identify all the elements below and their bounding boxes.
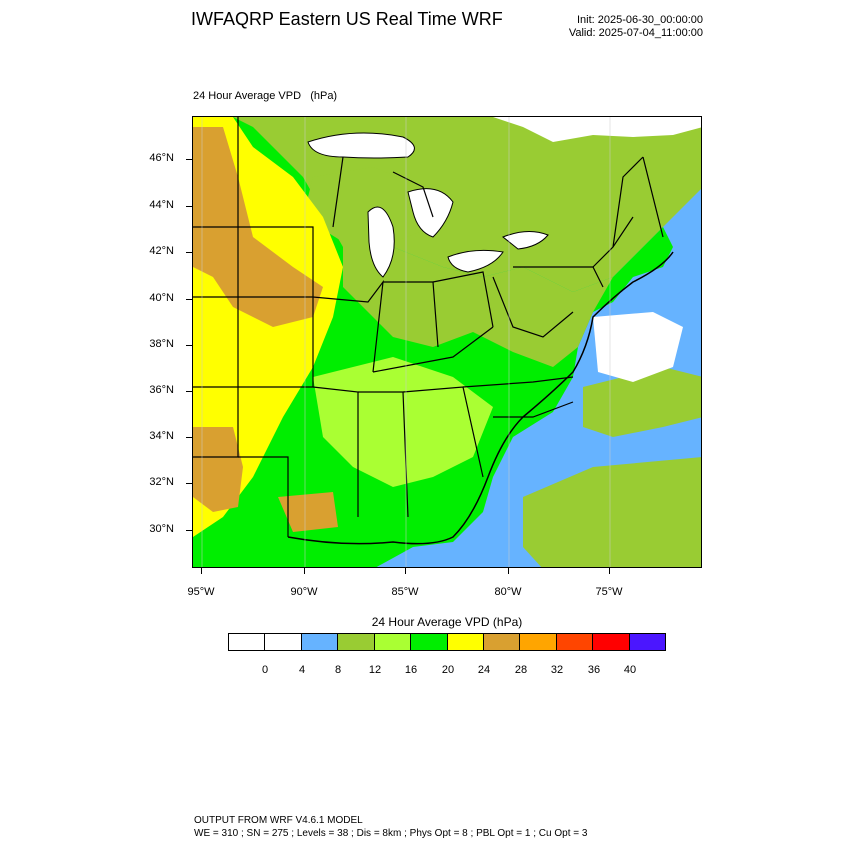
valid-time: Valid: 2025-07-04_11:00:00 bbox=[568, 27, 703, 39]
lon-label-95w: 95°W bbox=[187, 586, 215, 598]
colorbar-label: 40 bbox=[623, 664, 637, 676]
lat-label-34n: 34°N bbox=[149, 430, 174, 442]
colorbar-title: 24 Hour Average VPD (hPa) bbox=[371, 615, 523, 629]
colorbar-swatch bbox=[265, 634, 302, 650]
colorbar-label: 20 bbox=[441, 664, 455, 676]
state-borders bbox=[193, 117, 664, 537]
upper-midwest-region bbox=[303, 167, 433, 242]
page-title: IWFAQRP Eastern US Real Time WRF bbox=[191, 9, 503, 29]
lon-tick bbox=[304, 568, 305, 574]
lat-tick bbox=[186, 483, 192, 484]
lat-label-36n: 36°N bbox=[149, 384, 174, 396]
lat-tick bbox=[186, 206, 192, 207]
colorbar-swatch bbox=[593, 634, 630, 650]
colorbar-label: 28 bbox=[514, 664, 528, 676]
map-subtitle: 24 Hour Average VPD (hPa) bbox=[193, 90, 338, 102]
colorbar-label: 24 bbox=[477, 664, 491, 676]
lon-label-80w: 80°W bbox=[494, 586, 522, 598]
lon-label-85w: 85°W bbox=[391, 586, 419, 598]
atlantic-south bbox=[523, 457, 701, 567]
lat-tick bbox=[186, 159, 192, 160]
footer-model: OUTPUT FROM WRF V4.6.1 MODEL bbox=[194, 815, 363, 826]
lat-tick bbox=[186, 299, 192, 300]
lake-erie bbox=[447, 249, 504, 273]
lake-huron bbox=[407, 188, 454, 238]
dry-area-louisiana bbox=[278, 492, 338, 532]
lat-label-46n: 46°N bbox=[149, 152, 174, 164]
northeast-region bbox=[343, 247, 613, 367]
coastline bbox=[287, 251, 674, 545]
init-time: Init: 2025-06-30_00:00:00 bbox=[577, 14, 703, 26]
colorbar-swatch bbox=[520, 634, 557, 650]
colorbar-label: 4 bbox=[298, 664, 306, 676]
lon-label-75w: 75°W bbox=[595, 586, 623, 598]
lat-label-30n: 30°N bbox=[149, 523, 174, 535]
lat-tick bbox=[186, 391, 192, 392]
colorbar-label: 16 bbox=[404, 664, 418, 676]
vpd-map bbox=[192, 116, 702, 568]
lat-tick bbox=[186, 437, 192, 438]
lake-michigan bbox=[367, 206, 395, 278]
lon-label-90w: 90°W bbox=[290, 586, 318, 598]
lat-tick bbox=[186, 252, 192, 253]
dry-area-iowa bbox=[193, 127, 323, 327]
lon-tick bbox=[508, 568, 509, 574]
colorbar-swatch bbox=[411, 634, 448, 650]
graticule bbox=[201, 117, 611, 567]
colorbar-swatch bbox=[374, 634, 412, 650]
colorbar bbox=[228, 633, 666, 651]
lon-tick bbox=[609, 568, 610, 574]
vpd-map-canvas bbox=[193, 117, 701, 567]
colorbar-label: 32 bbox=[550, 664, 564, 676]
no-data-north bbox=[493, 117, 701, 142]
lake-superior bbox=[307, 132, 415, 159]
lat-label-32n: 32°N bbox=[149, 476, 174, 488]
atlantic-offshore bbox=[583, 367, 701, 437]
colorbar-label: 12 bbox=[368, 664, 382, 676]
lat-label-40n: 40°N bbox=[149, 292, 174, 304]
lat-tick bbox=[186, 530, 192, 531]
colorbar-swatch bbox=[556, 634, 594, 650]
colorbar-label: 8 bbox=[334, 664, 342, 676]
colorbar-swatch bbox=[301, 634, 339, 650]
colorbar-label: 36 bbox=[587, 664, 601, 676]
lat-tick bbox=[186, 345, 192, 346]
colorbar-swatch bbox=[338, 634, 375, 650]
footer-config: WE = 310 ; SN = 275 ; Levels = 38 ; Dis … bbox=[194, 828, 588, 839]
lat-label-44n: 44°N bbox=[149, 199, 174, 211]
lon-tick bbox=[405, 568, 406, 574]
lat-label-38n: 38°N bbox=[149, 338, 174, 350]
colorbar-swatch bbox=[483, 634, 521, 650]
colorbar-swatch bbox=[629, 634, 666, 650]
lon-tick bbox=[201, 568, 202, 574]
colorbar-swatch bbox=[229, 634, 266, 650]
colorbar-swatch bbox=[447, 634, 484, 650]
no-data-atlantic bbox=[593, 312, 683, 382]
colorbar-label: 0 bbox=[261, 664, 269, 676]
lake-ontario bbox=[502, 231, 549, 250]
lat-label-42n: 42°N bbox=[149, 245, 174, 257]
dry-area-texas bbox=[193, 427, 243, 512]
